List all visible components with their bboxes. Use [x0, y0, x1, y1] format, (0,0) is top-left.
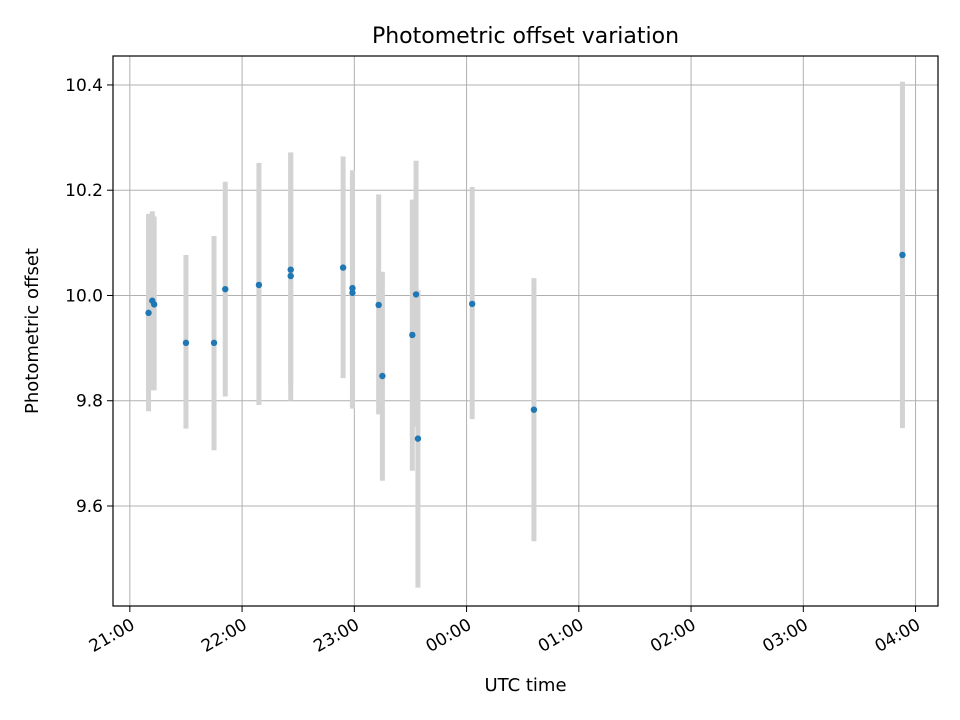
data-points	[145, 251, 906, 442]
data-point	[145, 309, 152, 317]
y-tick-label: 10.2	[65, 181, 103, 201]
x-tick-label: 03:00	[759, 615, 811, 657]
x-tick-label: 23:00	[310, 615, 362, 657]
grid	[113, 56, 938, 606]
plot-area-frame	[112, 55, 939, 607]
chart-title: Photometric offset variation	[372, 24, 679, 49]
x-tick-label: 22:00	[198, 615, 250, 657]
x-tick-label: 21:00	[86, 615, 138, 657]
x-tick-label: 02:00	[647, 615, 699, 657]
data-point	[468, 300, 476, 308]
data-point	[375, 301, 382, 309]
data-point	[899, 251, 906, 259]
data-point	[379, 372, 386, 380]
data-point	[287, 272, 294, 280]
y-tick-label: 10.0	[65, 286, 103, 306]
axis-ticks: 21:00 22:00 23:00 00:00 01:00 02:00 03:00 04:00…	[65, 76, 924, 657]
data-point	[409, 331, 416, 339]
x-tick-label: 01:00	[535, 615, 587, 657]
data-point	[150, 301, 158, 308]
data-point	[222, 285, 229, 293]
data-point	[255, 281, 263, 289]
y-tick-label: 9.6	[76, 497, 103, 517]
data-point	[339, 264, 347, 271]
data-point	[210, 339, 218, 347]
y-tick-label: 10.4	[65, 76, 103, 96]
data-point	[412, 291, 420, 298]
data-point	[182, 339, 190, 347]
error-bars	[146, 81, 905, 588]
data-point	[349, 284, 356, 292]
x-tick-label: 00:00	[423, 615, 475, 657]
x-axis-label: UTC time	[484, 675, 566, 696]
y-axis-label: Photometric offset	[22, 248, 43, 414]
x-tick-label: 04:00	[872, 615, 924, 657]
data-point	[530, 406, 538, 413]
data-point	[287, 266, 294, 273]
data-point	[414, 435, 422, 442]
y-tick-label: 9.8	[76, 392, 103, 412]
data-point	[349, 289, 356, 297]
